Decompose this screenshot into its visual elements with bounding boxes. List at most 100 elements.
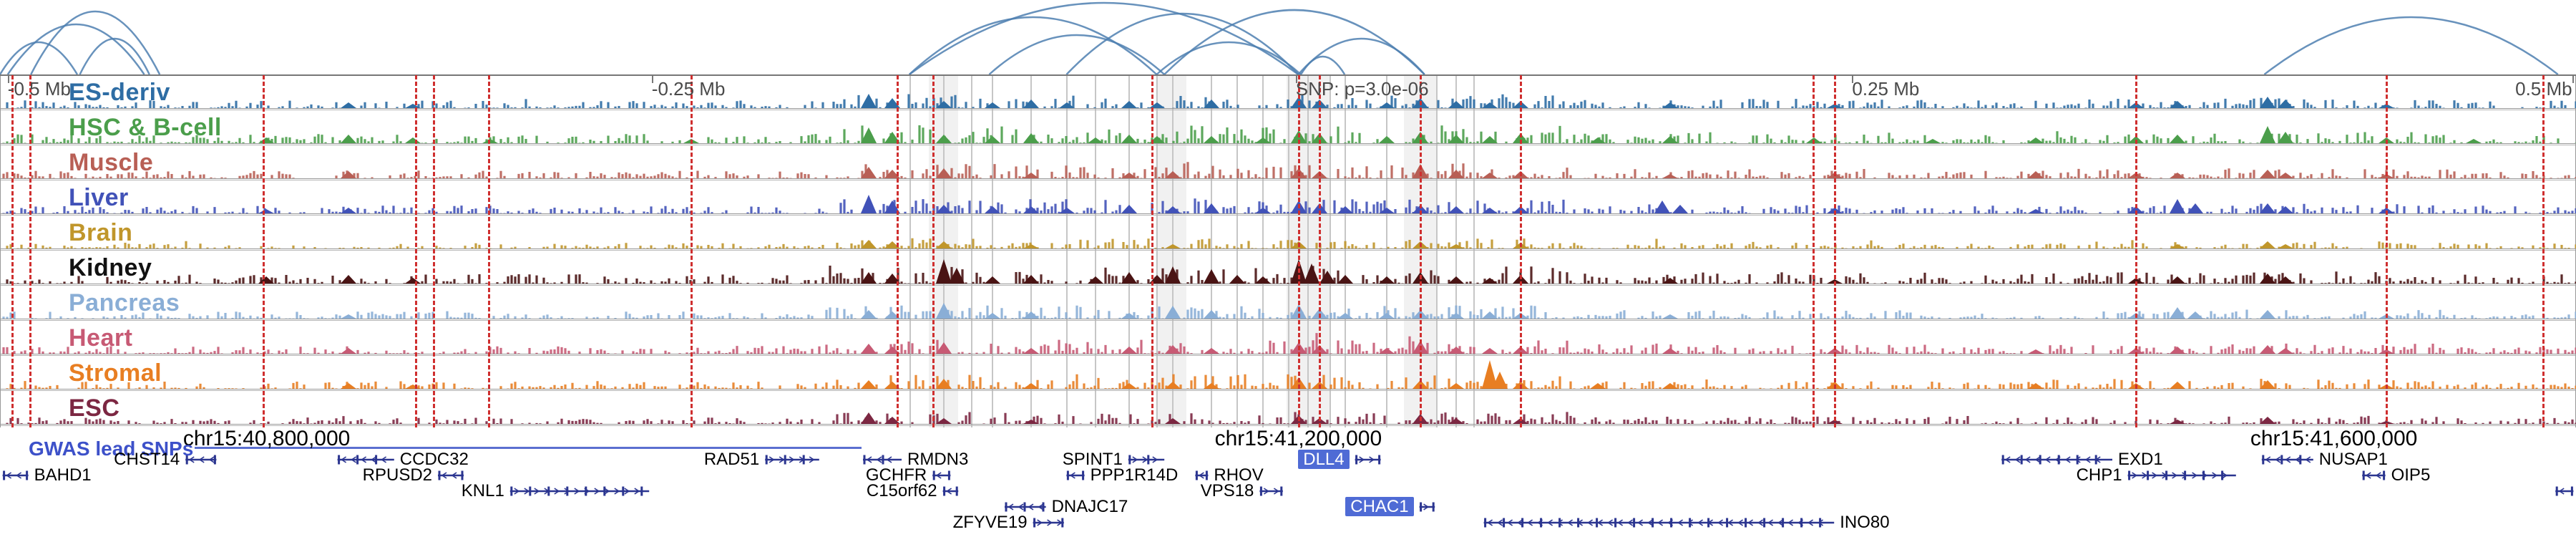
gene-body-exd1[interactable]: [2001, 455, 2112, 465]
gene-body-bahd1[interactable]: [2, 470, 29, 480]
track-label: Liver: [69, 184, 129, 211]
signal-tracks: ES-deriv HSC & B-cell Muscle Liver Brain Kidn…: [0, 75, 2576, 427]
track-signal: [1, 333, 2576, 354]
gene-body-ccdc32[interactable]: [337, 455, 394, 465]
gene-label-spint1[interactable]: SPINT1: [1062, 450, 1123, 469]
gene-label-ppp1r14d[interactable]: PPP1R14D: [1090, 465, 1179, 485]
gene-label-zfyve19[interactable]: ZFYVE19: [952, 513, 1028, 532]
interaction-arc: [2263, 16, 2559, 75]
gene-body-ino80[interactable]: [1483, 518, 1835, 528]
gene-body-chp1[interactable]: [2127, 470, 2236, 480]
ruler-line: [0, 74, 2576, 76]
coordinate-label: chr15:40,800,000: [182, 427, 351, 450]
gene-body-rhov[interactable]: [1195, 470, 1209, 480]
gene-label-dnajc17[interactable]: DNAJC17: [1051, 497, 1128, 516]
gene-label-rpusd2[interactable]: RPUSD2: [362, 465, 432, 485]
interaction-arc: [30, 10, 161, 75]
gene-label-knl1[interactable]: KNL1: [461, 481, 504, 500]
gene-label-chst14[interactable]: CHST14: [114, 450, 180, 469]
track-noise: [6, 374, 2576, 389]
track-row-kidney[interactable]: Kidney: [1, 251, 2576, 286]
gene-label-chp1[interactable]: CHP1: [2076, 465, 2122, 485]
track-noise: [6, 266, 2576, 284]
track-noise: [6, 412, 2576, 424]
interaction-arc: [1163, 9, 1425, 75]
track-noise: [6, 238, 2576, 248]
interaction-arc: [909, 1, 1299, 76]
ruler-tick: [1852, 74, 1854, 83]
interaction-arc: [0, 41, 79, 75]
gene-label-bahd1[interactable]: BAHD1: [34, 465, 92, 485]
gwas-lead-snps-label: GWAS lead SNPs: [29, 437, 194, 460]
gene-label-ccdc32[interactable]: CCDC32: [399, 450, 469, 469]
gene-label-dll4[interactable]: DLL4: [1298, 450, 1350, 469]
interaction-arc: [988, 34, 1166, 75]
gene-body-spint1[interactable]: [1128, 455, 1165, 465]
gene-label-rmdn3[interactable]: RMDN3: [907, 450, 969, 469]
gene-body-gchfr[interactable]: [932, 470, 951, 480]
gene-label-ino80[interactable]: INO80: [1840, 513, 1890, 532]
gene-models: [2, 455, 2574, 528]
gene-body-vps18[interactable]: [1259, 486, 1283, 496]
gene-label-nusap1[interactable]: NUSAP1: [2318, 450, 2388, 469]
track-label: Kidney: [69, 254, 152, 281]
interaction-arcs: [0, 1, 2559, 76]
track-label: ESC: [69, 395, 120, 422]
gene-label-vps18[interactable]: VPS18: [1200, 481, 1254, 500]
gene-body-chst14[interactable]: [185, 455, 217, 465]
track-peaks: [258, 126, 2482, 143]
ruler-tick: [2572, 74, 2574, 83]
gene-label-rhov[interactable]: RHOV: [1214, 465, 1264, 485]
interaction-arc: [79, 37, 150, 75]
gene-label-chac1[interactable]: CHAC1: [1345, 497, 1414, 516]
track-row-hsc-b-cell[interactable]: HSC & B-cell: [1, 110, 2576, 145]
track-row-heart[interactable]: Heart: [1, 321, 2576, 356]
interaction-arc: [1299, 55, 1346, 75]
gene-body-dnajc17[interactable]: [1005, 502, 1046, 512]
track-row-muscle[interactable]: Muscle: [1, 145, 2576, 180]
gene-body-knl1[interactable]: [509, 486, 650, 496]
gene-label-gchfr[interactable]: GCHFR: [865, 465, 927, 485]
track-row-brain[interactable]: Brain: [1, 216, 2576, 251]
gene-body-rmdn3[interactable]: [863, 455, 902, 465]
gene-body-rad51[interactable]: [765, 455, 819, 465]
interaction-arc: [908, 16, 1158, 75]
ruler-label: SNP: p=3.0e-06: [1295, 78, 1429, 100]
track-signal: [1, 303, 2576, 319]
ruler-label: 0.5 Mb: [2515, 78, 2572, 100]
track-peaks: [258, 195, 2394, 213]
coordinate-label: chr15:41,600,000: [2250, 427, 2418, 450]
gene-body-unnamed[interactable]: [2555, 486, 2574, 496]
gene-label-oip5[interactable]: OIP5: [2391, 465, 2431, 485]
gene-body-dll4[interactable]: [1355, 455, 1381, 465]
gene-body-c15orf62[interactable]: [942, 486, 959, 496]
track-row-esc[interactable]: ESC: [1, 391, 2576, 426]
gene-label-c15orf62[interactable]: C15orf62: [866, 481, 937, 500]
gene-body-chac1[interactable]: [1419, 502, 1435, 512]
interaction-arc: [1065, 12, 1299, 75]
track-signal: [1, 125, 2576, 144]
track-row-es-deriv[interactable]: ES-deriv: [1, 75, 2576, 110]
gene-label-exd1[interactable]: EXD1: [2118, 450, 2163, 469]
track-row-pancreas[interactable]: Pancreas: [1, 286, 2576, 321]
interaction-arc: [6, 23, 145, 75]
track-label: Brain: [69, 219, 133, 246]
track-peaks: [258, 259, 2293, 284]
track-row-stromal[interactable]: Stromal: [1, 356, 2576, 391]
coordinate-label: chr15:41,200,000: [1214, 427, 1382, 450]
track-label: Pancreas: [69, 289, 180, 316]
gene-body-zfyve19[interactable]: [1033, 518, 1064, 528]
track-row-liver[interactable]: Liver: [1, 180, 2576, 216]
track-label: Heart: [69, 324, 133, 352]
track-signal: [1, 162, 2576, 179]
gwas-track-line: [194, 447, 862, 449]
gene-body-ppp1r14d[interactable]: [1066, 470, 1085, 480]
track-noise: [2, 333, 2576, 354]
gene-body-nusap1[interactable]: [2261, 455, 2313, 465]
track-signal: [1, 412, 2576, 425]
gene-label-rad51[interactable]: RAD51: [703, 450, 760, 469]
gene-body-oip5[interactable]: [2362, 470, 2386, 480]
ruler-tick: [1295, 74, 1297, 83]
gene-body-rpusd2[interactable]: [438, 470, 464, 480]
